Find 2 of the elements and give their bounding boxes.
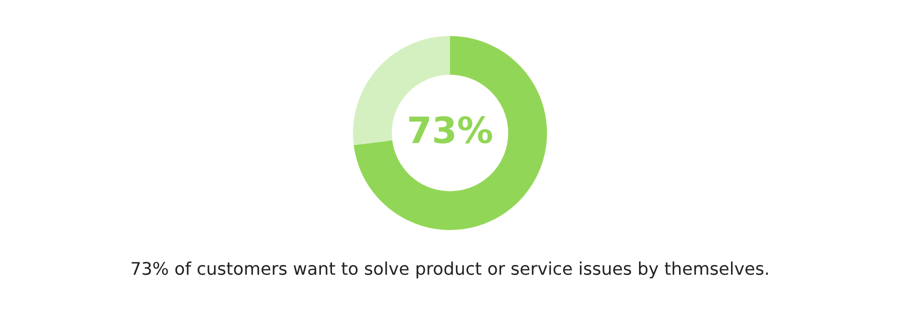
text: 73% of customers want to solve product or service issues by themselves.	[132, 262, 768, 278]
data-label: 73%	[409, 116, 492, 144]
